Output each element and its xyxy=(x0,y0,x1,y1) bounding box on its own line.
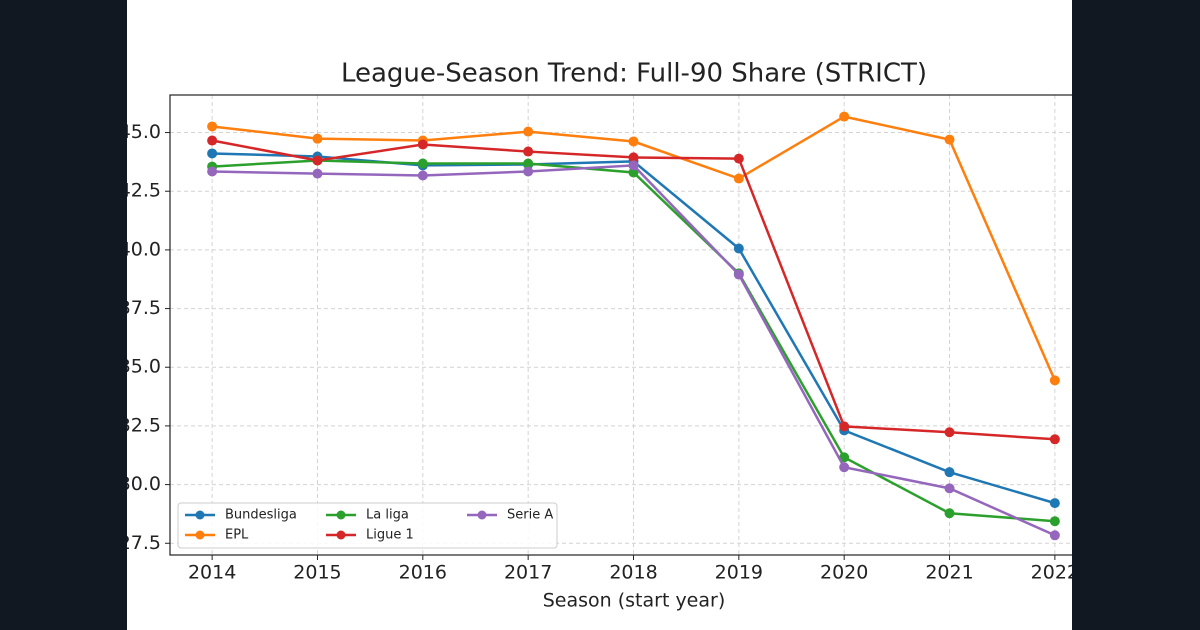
x-tick-label: 2022 xyxy=(1031,562,1079,584)
legend-marker xyxy=(477,510,487,520)
y-tick-label: 35.0 xyxy=(119,356,161,378)
legend-marker xyxy=(336,530,346,540)
data-point xyxy=(839,421,850,432)
data-point xyxy=(628,136,639,147)
data-point xyxy=(1049,375,1060,386)
x-tick-label: 2017 xyxy=(504,562,552,584)
y-tick-label: 27.5 xyxy=(119,532,161,554)
x-axis-label: Season (start year) xyxy=(543,590,726,612)
y-tick-label: 37.5 xyxy=(119,297,161,319)
legend-box xyxy=(177,502,558,549)
data-point xyxy=(628,160,639,171)
x-tick-label: 2019 xyxy=(715,562,763,584)
y-tick-label: 40.0 xyxy=(119,238,161,260)
data-point xyxy=(523,146,534,157)
legend-label: EPL xyxy=(225,528,249,543)
data-point xyxy=(1049,498,1060,509)
data-point xyxy=(733,153,744,164)
data-point xyxy=(1049,530,1060,541)
y-tick-label: 32.5 xyxy=(119,414,161,436)
side-band xyxy=(0,0,127,630)
data-point xyxy=(839,462,850,473)
data-point xyxy=(523,126,534,137)
data-point xyxy=(944,427,955,438)
x-tick-label: 2016 xyxy=(399,562,447,584)
plot: League-Season Trend: Full-90 Share (STRI… xyxy=(119,59,1098,612)
legend-label: Bundesliga xyxy=(225,508,297,523)
data-point xyxy=(207,166,218,177)
y-tick-label: 30.0 xyxy=(119,473,161,495)
x-tick-label: 2018 xyxy=(609,562,657,584)
data-point xyxy=(839,111,850,122)
data-point xyxy=(1049,516,1060,527)
legend-label: Serie A xyxy=(507,508,553,523)
data-point xyxy=(523,158,534,169)
side-band xyxy=(1072,0,1200,630)
data-point xyxy=(207,135,218,146)
legend: Bundesliga EPL La liga Ligue 1 Serie A xyxy=(177,502,558,549)
data-point xyxy=(417,170,428,181)
data-point xyxy=(312,133,323,144)
data-point xyxy=(944,483,955,494)
data-point xyxy=(523,166,534,177)
x-tick-label: 2021 xyxy=(925,562,973,584)
data-point xyxy=(207,121,218,132)
data-point xyxy=(312,155,323,166)
legend-label: Ligue 1 xyxy=(366,528,414,543)
y-tick-label: 45.0 xyxy=(119,121,161,143)
legend-marker xyxy=(195,530,205,540)
data-point xyxy=(733,269,744,280)
x-tick-label: 2014 xyxy=(188,562,236,584)
data-point xyxy=(417,158,428,169)
data-point xyxy=(944,508,955,519)
x-tick-label: 2020 xyxy=(820,562,868,584)
data-point xyxy=(417,139,428,150)
data-point xyxy=(628,152,639,163)
y-tick-label: 42.5 xyxy=(119,180,161,202)
data-point xyxy=(1049,434,1060,445)
x-tick-label: 2015 xyxy=(293,562,341,584)
data-point xyxy=(944,467,955,478)
data-point xyxy=(944,134,955,145)
data-point xyxy=(207,148,218,159)
chart-title: League-Season Trend: Full-90 Share (STRI… xyxy=(341,59,927,89)
data-point xyxy=(733,243,744,254)
legend-marker xyxy=(195,510,205,520)
data-point xyxy=(312,168,323,179)
data-point xyxy=(628,167,639,178)
legend-marker xyxy=(336,510,346,520)
data-point xyxy=(733,173,744,184)
data-point xyxy=(839,452,850,463)
legend-label: La liga xyxy=(366,508,409,523)
